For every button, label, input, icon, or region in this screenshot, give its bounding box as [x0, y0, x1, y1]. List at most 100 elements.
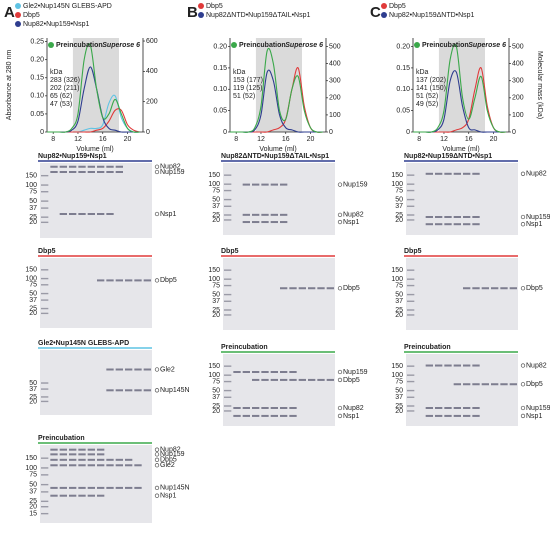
band	[289, 414, 297, 417]
x-axis-label: Volume (ml)	[259, 146, 296, 153]
ladder-band	[224, 278, 232, 280]
band	[280, 414, 288, 417]
protein-marker	[154, 463, 160, 468]
band	[233, 371, 241, 373]
band	[463, 383, 471, 386]
x-tick-label: 8	[234, 136, 238, 143]
y-tick-label: 0.10	[213, 86, 227, 93]
mw-marker-label: 150	[25, 173, 37, 180]
legend-label: Dbp5	[206, 3, 223, 10]
band	[115, 368, 123, 371]
mw-marker-label: 50	[212, 291, 220, 298]
protein-label: Nup159	[160, 451, 185, 458]
mw-marker-label: 37	[212, 298, 220, 305]
band	[425, 364, 433, 367]
mw-marker-label: 50	[29, 380, 37, 387]
mw-marker-label: 20	[212, 312, 220, 319]
band	[106, 165, 114, 168]
band	[261, 221, 269, 224]
y2-tick-label: 400	[146, 68, 158, 75]
band	[435, 172, 443, 175]
band	[425, 216, 433, 218]
band	[444, 414, 452, 417]
protein-label: Nsp1	[160, 493, 176, 500]
ladder-band	[224, 198, 232, 201]
protein-label: Nsp1	[343, 219, 359, 226]
band	[242, 221, 250, 224]
mw-marker-label: 75	[212, 378, 220, 385]
band	[261, 407, 269, 409]
protein-label: Nup159	[343, 369, 368, 376]
band	[50, 486, 58, 489]
gel-title: Preincubation	[404, 344, 451, 351]
gel	[40, 350, 152, 415]
band	[87, 448, 95, 451]
ladder-band	[41, 388, 49, 390]
protein-marker	[154, 493, 160, 498]
ladder-band	[407, 293, 415, 296]
band	[134, 486, 142, 489]
band	[115, 171, 123, 173]
mass-label: 47 (53)	[50, 101, 72, 108]
band	[435, 223, 443, 226]
mass-unit: kDa	[50, 69, 63, 76]
protein-marker	[520, 286, 526, 291]
trace	[47, 43, 140, 133]
legend-dot	[414, 42, 420, 48]
ladder-band	[224, 365, 232, 367]
band	[143, 279, 151, 282]
band	[50, 453, 58, 456]
ladder-band	[407, 300, 415, 302]
band	[78, 458, 86, 461]
band	[298, 287, 306, 290]
mw-marker-label: 20	[29, 398, 37, 405]
ladder-band	[407, 183, 415, 185]
band	[289, 378, 297, 381]
band	[252, 414, 260, 417]
trace	[413, 43, 506, 133]
x-tick-label: 16	[282, 136, 290, 143]
band	[115, 486, 123, 489]
ladder-band	[407, 389, 415, 392]
band	[87, 458, 95, 461]
trace	[230, 47, 323, 133]
protein-marker	[154, 278, 160, 283]
gel-title: Nup82•Nup159ΔNTD•Nsp1	[404, 153, 492, 160]
band	[308, 287, 316, 290]
y2-tick-label: 500	[329, 43, 341, 50]
band	[280, 183, 288, 186]
band	[97, 171, 105, 173]
ladder-band	[41, 292, 49, 295]
y-tick-label: 0.15	[30, 75, 44, 82]
legend-label: Dbp5	[23, 12, 40, 19]
ladder-band	[41, 467, 49, 469]
protein-marker	[337, 369, 343, 375]
y2-tick-label: 200	[329, 95, 341, 102]
mw-marker-label: 20	[29, 219, 37, 226]
band	[242, 407, 250, 409]
band	[472, 172, 480, 175]
band	[125, 279, 133, 282]
mw-marker-label: 75	[395, 187, 403, 194]
band	[143, 368, 151, 371]
band	[143, 389, 151, 392]
mass-label: 51 (52)	[233, 93, 255, 100]
band	[463, 407, 471, 409]
x-tick-label: 20	[307, 136, 315, 143]
mw-marker-label: 100	[391, 181, 403, 188]
y-tick-label: 0.10	[396, 86, 410, 93]
band	[242, 414, 250, 417]
y-tick-label: 0.05	[30, 111, 44, 118]
legend-label: Dbp5	[389, 3, 406, 10]
y-tick-label: 0.05	[213, 107, 227, 114]
annotation: Superose 6	[468, 42, 506, 49]
band	[233, 407, 241, 409]
protein-marker	[520, 405, 526, 411]
x-axis-label: Volume (ml)	[442, 146, 479, 153]
gel	[40, 258, 152, 328]
band	[261, 378, 269, 381]
y-tick-label: 0	[406, 129, 410, 136]
band	[78, 448, 86, 451]
y2-axis-label: Molecular mass (kDa)	[536, 51, 543, 119]
